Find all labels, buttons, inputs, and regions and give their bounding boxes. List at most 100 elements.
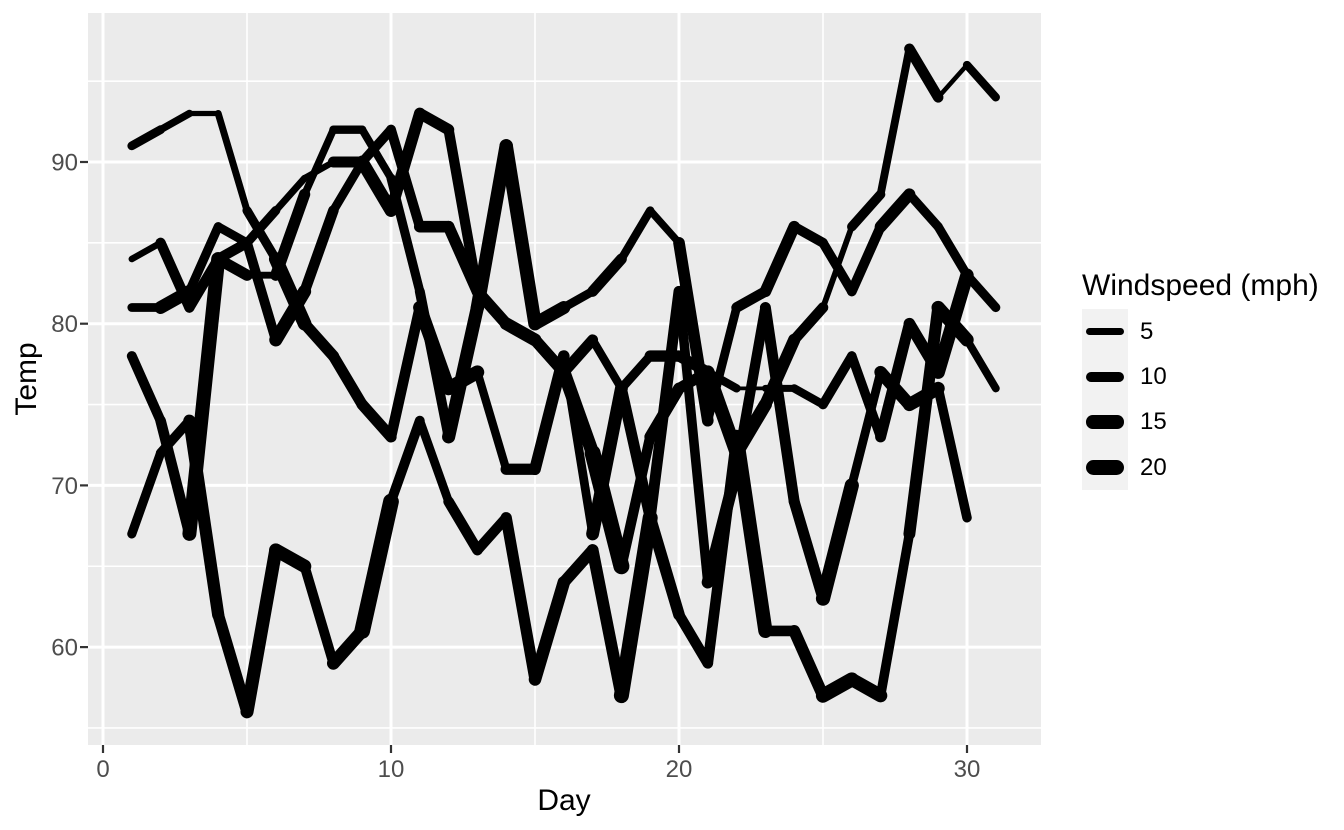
legend-title: Windspeed (mph) <box>1082 269 1319 302</box>
line-segment <box>962 60 1000 102</box>
line-segment <box>673 609 714 669</box>
line-segment <box>500 512 541 686</box>
line-segment <box>298 318 340 362</box>
line-segment <box>818 351 857 410</box>
line-segment <box>845 672 888 703</box>
legend-key-swatch <box>1082 444 1128 491</box>
line-segment <box>617 206 655 264</box>
line-segment <box>470 139 513 315</box>
line-segment <box>903 317 945 379</box>
line-segment <box>212 608 253 718</box>
line-segment <box>443 496 483 556</box>
line-segment <box>588 335 626 393</box>
legend-label: 20 <box>1140 453 1167 481</box>
line-segment <box>357 124 396 167</box>
line-segment <box>788 496 829 605</box>
line-segment <box>847 351 886 442</box>
line-segment <box>128 239 164 263</box>
line-segment <box>184 253 224 313</box>
line-segment <box>962 270 1001 313</box>
line-segment <box>272 174 309 214</box>
line-segment <box>386 415 425 507</box>
x-tick-label: 30 <box>954 756 981 783</box>
line-segment <box>874 365 916 411</box>
line-segment <box>242 205 281 264</box>
line-segment <box>301 158 337 182</box>
line-segment <box>644 285 685 524</box>
line-segment <box>127 448 166 539</box>
legend-key-swatch <box>1082 399 1128 445</box>
line-segment <box>499 139 542 331</box>
line-segment <box>441 365 485 396</box>
legend-entry-20: 20 <box>1082 444 1344 491</box>
line-segment <box>356 398 397 443</box>
line-segment <box>212 253 253 281</box>
line-segment <box>329 157 367 215</box>
legend-key-swatch <box>1082 354 1128 400</box>
line-segment <box>214 110 251 214</box>
line-segment <box>127 125 165 151</box>
line-segment <box>788 302 829 346</box>
line-segment <box>442 220 484 298</box>
legend-key-line-icon <box>1086 328 1124 336</box>
line-segment <box>529 350 570 476</box>
line-segment <box>935 62 970 100</box>
line-segment <box>154 284 196 314</box>
line-segment <box>299 561 339 669</box>
line-segment <box>386 173 425 296</box>
line-segment <box>615 382 656 524</box>
line-segment <box>904 189 943 232</box>
line-segment <box>875 529 915 701</box>
legend-key-swatch <box>1082 309 1128 355</box>
legend-key-line-icon <box>1086 371 1124 383</box>
line-segment <box>646 206 683 247</box>
line-segment <box>701 463 743 589</box>
line-segment <box>240 543 283 719</box>
line-segment <box>616 351 655 393</box>
line-segment <box>126 351 166 426</box>
line-segment <box>586 544 628 702</box>
line-segment <box>386 124 425 232</box>
line-segment <box>820 223 855 311</box>
line-segment <box>903 301 945 540</box>
line-segment <box>759 302 800 508</box>
line-segment <box>268 252 312 331</box>
x-axis-title: Day <box>537 784 590 817</box>
line-segment <box>358 125 395 183</box>
line-segment <box>790 384 828 409</box>
line-segment <box>414 107 455 136</box>
line-segment <box>242 237 281 345</box>
legend: Windspeed (mph) 5 10 15 20 <box>1082 269 1344 491</box>
line-segment <box>584 445 630 575</box>
line-segment <box>674 286 713 588</box>
line-segment <box>933 222 972 280</box>
line-segment <box>413 300 456 396</box>
line-segment <box>846 221 886 297</box>
legend-entry-15: 15 <box>1082 399 1344 445</box>
line-segment <box>385 302 426 443</box>
line-segment <box>700 365 744 460</box>
legend-key-line-icon <box>1086 415 1124 429</box>
line-segment <box>156 109 194 134</box>
line-segment <box>528 576 571 686</box>
line-segment <box>963 335 1000 393</box>
data-line-line-1 <box>127 300 1000 719</box>
data-line-line-5 <box>127 109 972 606</box>
x-tick-label: 20 <box>666 756 693 783</box>
line-segment <box>731 302 771 475</box>
legend-label: 5 <box>1140 317 1154 345</box>
line-segment <box>789 221 828 248</box>
line-segment <box>182 252 226 541</box>
y-tick-label: 60 <box>51 635 78 662</box>
line-segment <box>184 222 223 296</box>
line-segment <box>931 268 974 379</box>
line-segment <box>473 368 511 474</box>
line-segment <box>559 351 597 539</box>
line-segment <box>559 286 597 312</box>
line-segment <box>644 511 685 621</box>
line-segment <box>415 416 453 506</box>
line-segment <box>472 512 512 556</box>
x-tick-label: 0 <box>96 756 109 783</box>
